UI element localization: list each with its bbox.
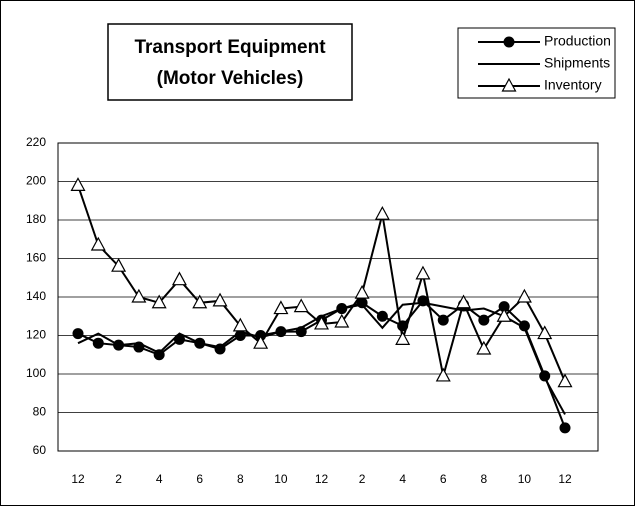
legend-label: Shipments <box>544 55 610 71</box>
x-tick-label: 10 <box>274 472 288 486</box>
data-point <box>376 310 388 322</box>
data-point <box>253 334 269 349</box>
y-tick-label: 180 <box>26 212 46 226</box>
data-point <box>557 373 573 388</box>
legend-marker <box>501 77 517 92</box>
title-box <box>107 23 353 101</box>
x-tick-label: 8 <box>237 472 244 486</box>
x-tick-label: 4 <box>156 472 163 486</box>
data-point <box>476 340 492 355</box>
y-tick-label: 100 <box>26 366 46 380</box>
data-point <box>415 265 431 280</box>
data-point <box>293 298 309 313</box>
data-point <box>131 288 147 303</box>
data-point <box>496 307 512 322</box>
data-point <box>171 271 187 286</box>
data-point <box>273 300 289 315</box>
data-point <box>192 294 208 309</box>
data-point <box>559 422 571 434</box>
data-point <box>435 367 451 382</box>
x-tick-label: 12 <box>315 472 329 486</box>
x-tick-label: 2 <box>115 472 122 486</box>
data-point <box>374 205 390 220</box>
data-point <box>212 292 228 307</box>
x-tick-label: 6 <box>196 472 203 486</box>
data-point <box>437 314 449 326</box>
y-tick-label: 60 <box>33 443 47 457</box>
data-point <box>334 313 350 328</box>
chart-title: Transport Equipment <box>134 37 326 58</box>
y-tick-label: 220 <box>26 135 46 149</box>
legend-marker <box>503 36 515 48</box>
y-tick-label: 160 <box>26 251 46 265</box>
data-point <box>537 325 553 340</box>
y-tick-label: 140 <box>26 289 46 303</box>
data-point <box>498 301 510 313</box>
y-tick-label: 200 <box>26 174 46 188</box>
data-point <box>72 328 84 340</box>
data-point <box>456 294 472 309</box>
data-point <box>151 294 167 309</box>
x-tick-label: 12 <box>558 472 572 486</box>
data-point <box>70 177 86 191</box>
data-point <box>90 236 106 251</box>
x-tick-label: 4 <box>399 472 406 486</box>
chart-subtitle: (Motor Vehicles) <box>157 68 304 89</box>
data-point <box>518 320 530 332</box>
data-point <box>478 314 490 326</box>
data-point <box>313 315 330 330</box>
legend-label: Inventory <box>544 77 602 93</box>
legend-label: Production <box>544 33 611 49</box>
data-point <box>516 288 532 303</box>
y-tick-label: 120 <box>26 328 46 342</box>
data-point <box>232 317 248 332</box>
data-point <box>111 257 127 272</box>
data-point <box>395 331 411 345</box>
x-tick-label: 2 <box>359 472 366 486</box>
x-tick-label: 10 <box>518 472 532 486</box>
data-point <box>354 284 370 299</box>
x-tick-label: 12 <box>71 472 85 486</box>
x-tick-label: 6 <box>440 472 447 486</box>
data-point <box>92 337 104 349</box>
y-tick-label: 80 <box>33 405 47 419</box>
x-tick-label: 8 <box>480 472 487 486</box>
